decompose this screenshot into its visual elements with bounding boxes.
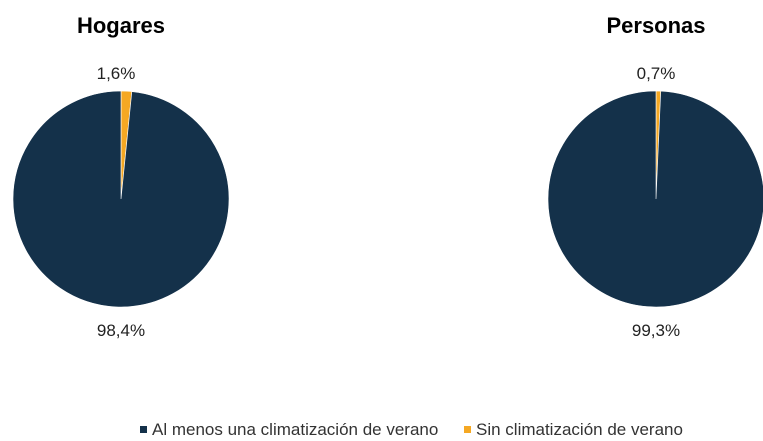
pie-chart-hogares: Hogares 1,6% 98,4% — [12, 13, 230, 340]
pie-slices-hogares — [12, 90, 230, 308]
pie-title-personas: Personas — [606, 13, 705, 38]
pie-slice-hogares-al-menos — [12, 90, 230, 308]
pie-slices-personas — [547, 90, 763, 308]
slice-label-hogares-sin: 1,6% — [97, 64, 136, 83]
pie-title-hogares: Hogares — [77, 13, 165, 38]
slice-label-personas-al-menos: 99,3% — [632, 321, 680, 340]
legend-swatch-al-menos — [140, 426, 147, 433]
slice-label-hogares-al-menos: 98,4% — [97, 321, 145, 340]
slice-label-personas-sin: 0,7% — [637, 64, 676, 83]
legend-label-sin: Sin climatización de verano — [476, 420, 683, 439]
pie-chart-personas: Personas 0,7% 99,3% — [547, 13, 763, 340]
chart-legend: Al menos una climatización de verano Sin… — [140, 420, 683, 439]
legend-swatch-sin — [464, 426, 471, 433]
legend-label-al-menos: Al menos una climatización de verano — [152, 420, 438, 439]
pie-slice-personas-al-menos — [547, 90, 763, 308]
